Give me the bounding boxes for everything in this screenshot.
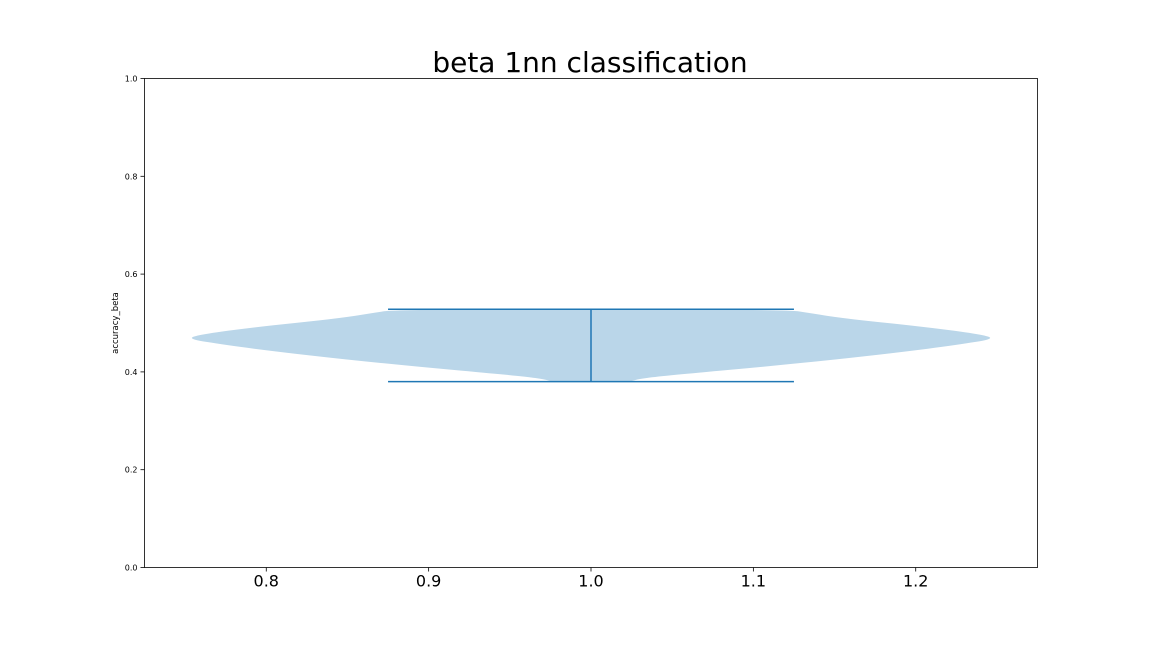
y-tick-label: 0.0 — [125, 564, 138, 573]
x-tick-label: 0.9 — [416, 572, 441, 591]
x-tick-label: 1.1 — [741, 572, 766, 591]
plot-area: 0.8 0.9 1.0 1.1 1.2 0.0 0.2 0.4 0.6 0.8 1.0 — [125, 75, 1038, 591]
y-tick-label: 0.4 — [125, 368, 138, 377]
y-axis-label: accuracy_beta — [111, 292, 121, 354]
y-tick-label: 0.2 — [125, 466, 138, 475]
x-tick-label: 1.0 — [578, 572, 603, 591]
chart-title: beta 1nn classification — [432, 46, 747, 79]
x-tick-label: 0.8 — [254, 572, 279, 591]
y-tick-label: 0.8 — [125, 172, 138, 181]
y-tick-label: 0.6 — [125, 270, 138, 279]
y-tick-label: 1.0 — [125, 75, 138, 84]
x-tick-label: 1.2 — [903, 572, 928, 591]
